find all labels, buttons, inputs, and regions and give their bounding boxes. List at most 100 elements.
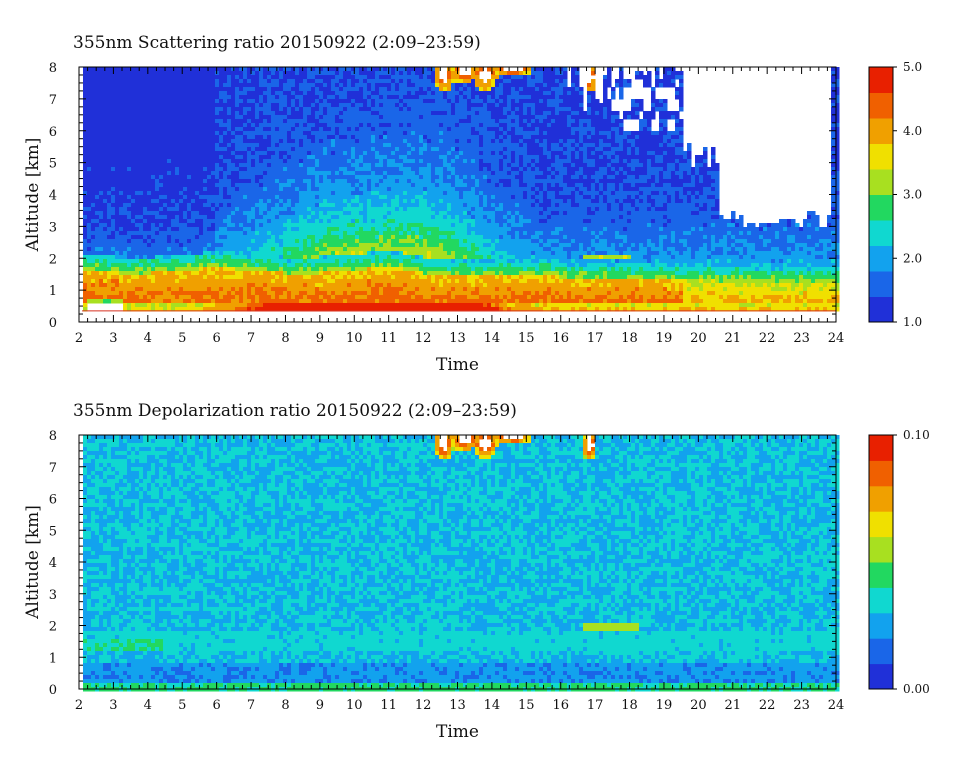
heatmap-cell — [495, 67, 500, 72]
heatmap-cell — [647, 159, 652, 164]
heatmap-cell — [251, 95, 256, 100]
heatmap-cell — [523, 151, 528, 156]
heatmap-cell — [415, 131, 420, 136]
heatmap-cell — [579, 127, 584, 132]
heatmap-cell — [187, 171, 192, 176]
heatmap-cell — [219, 187, 224, 192]
heatmap-cell — [379, 147, 384, 152]
heatmap-cell — [275, 147, 280, 152]
heatmap-cell — [371, 135, 376, 140]
heatmap-cell — [187, 131, 192, 136]
heatmap-cell — [235, 159, 240, 164]
heatmap-cell — [623, 111, 628, 116]
heatmap-cell — [339, 191, 344, 196]
heatmap-cell — [455, 175, 460, 180]
heatmap-cell — [539, 171, 544, 176]
heatmap-cell — [91, 179, 96, 184]
heatmap-cell — [183, 159, 188, 164]
heatmap-cell — [295, 67, 300, 72]
heatmap-cell — [363, 175, 368, 180]
heatmap-cell — [295, 75, 300, 80]
heatmap-cell — [527, 183, 532, 188]
heatmap-cell — [567, 95, 572, 100]
heatmap-cell — [283, 79, 288, 84]
heatmap-cell — [571, 175, 576, 180]
heatmap-cell — [203, 119, 208, 124]
heatmap-cell — [579, 139, 584, 144]
heatmap-cell — [91, 175, 96, 180]
heatmap-cell — [575, 151, 580, 156]
heatmap-cell — [291, 71, 296, 76]
heatmap-cell — [663, 139, 668, 144]
heatmap-cell — [459, 147, 464, 152]
heatmap-cell — [331, 119, 336, 124]
heatmap-cell — [191, 107, 196, 112]
heatmap-cell — [183, 155, 188, 160]
heatmap-cell — [283, 175, 288, 180]
heatmap-cell — [563, 123, 568, 128]
heatmap-cell — [183, 79, 188, 84]
heatmap-cell — [95, 163, 100, 168]
heatmap-cell — [227, 175, 232, 180]
heatmap-cell — [367, 107, 372, 112]
heatmap-cell — [199, 123, 204, 128]
heatmap-cell — [415, 111, 420, 116]
heatmap-cell — [123, 79, 128, 84]
heatmap-cell — [835, 143, 840, 148]
heatmap-cell — [595, 151, 600, 156]
heatmap-cell — [475, 195, 480, 200]
heatmap-cell — [467, 111, 472, 116]
heatmap-cell — [551, 187, 556, 192]
heatmap-cell — [191, 195, 196, 200]
heatmap-cell — [507, 111, 512, 116]
heatmap-cell — [467, 175, 472, 180]
heatmap-cell — [367, 119, 372, 124]
heatmap-cell — [403, 103, 408, 108]
heatmap-cell — [307, 127, 312, 132]
heatmap-cell — [183, 151, 188, 156]
heatmap-cell — [131, 191, 136, 196]
heatmap-cell — [671, 143, 676, 148]
heatmap-cell — [463, 167, 468, 172]
heatmap-cell — [567, 119, 572, 124]
heatmap-cell — [711, 191, 716, 196]
heatmap-cell — [619, 135, 624, 140]
heatmap-cell — [447, 155, 452, 160]
heatmap-cell — [259, 71, 264, 76]
heatmap-cell — [587, 119, 592, 124]
heatmap-cell — [119, 179, 124, 184]
heatmap-cell — [175, 131, 180, 136]
heatmap-cell — [675, 115, 680, 120]
heatmap-cell — [131, 171, 136, 176]
heatmap-cell — [271, 187, 276, 192]
heatmap-cell — [831, 187, 836, 192]
heatmap-cell — [243, 143, 248, 148]
heatmap-cell — [659, 187, 664, 192]
heatmap-cell — [443, 143, 448, 148]
heatmap-cell — [459, 143, 464, 148]
heatmap-cell — [555, 131, 560, 136]
heatmap-cell — [319, 115, 324, 120]
heatmap-cell — [367, 183, 372, 188]
heatmap-cell — [279, 87, 284, 92]
heatmap-cell — [463, 95, 468, 100]
heatmap-cell — [591, 163, 596, 168]
heatmap-cell — [311, 79, 316, 84]
heatmap-cell — [227, 71, 232, 76]
heatmap-cell — [379, 99, 384, 104]
heatmap-cell — [395, 115, 400, 120]
heatmap-cell — [451, 107, 456, 112]
heatmap-cell — [507, 155, 512, 160]
heatmap-cell — [235, 179, 240, 184]
heatmap-cell — [411, 123, 416, 128]
heatmap-cell — [335, 75, 340, 80]
heatmap-cell — [647, 119, 652, 124]
heatmap-cell — [171, 71, 176, 76]
heatmap-cell — [231, 159, 236, 164]
heatmap-cell — [651, 147, 656, 152]
heatmap-cell — [531, 123, 536, 128]
heatmap-cell — [435, 79, 440, 84]
heatmap-cell — [835, 103, 840, 108]
heatmap-cell — [391, 107, 396, 112]
heatmap-cell — [383, 103, 388, 108]
